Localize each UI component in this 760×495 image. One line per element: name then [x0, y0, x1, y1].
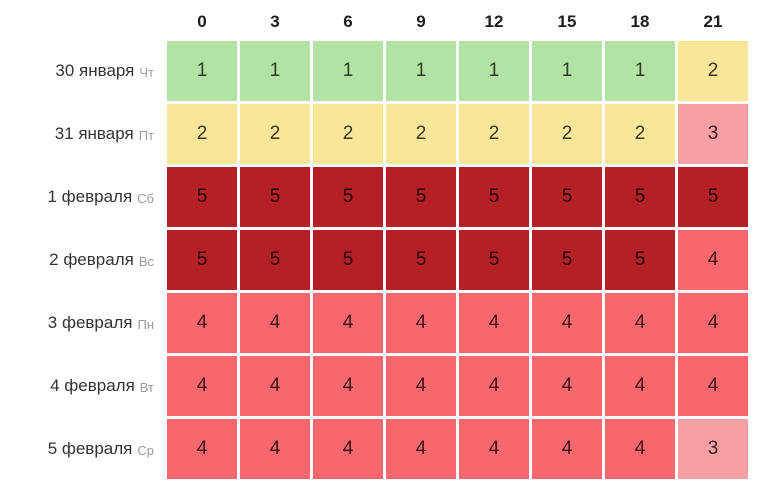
heatmap-cell: 4 [459, 419, 529, 479]
hour-header-label: 21 [703, 12, 723, 31]
heatmap-cell: 2 [386, 104, 456, 164]
date-label: 4 февраля [50, 376, 135, 395]
heatmap-cell: 1 [459, 41, 529, 101]
date-label: 2 февраля [49, 250, 134, 269]
weekday-label: Ср [137, 442, 154, 458]
heatmap-cell: 5 [240, 167, 310, 227]
heatmap-cell: 5 [313, 167, 383, 227]
heatmap-cell: 3 [678, 104, 748, 164]
hour-header-label: 18 [630, 12, 650, 31]
heatmap-cell: 4 [678, 230, 748, 290]
heatmap-cell: 5 [605, 230, 675, 290]
heatmap-cell: 4 [386, 419, 456, 479]
heatmap-cell: 1 [605, 41, 675, 101]
heatmap-cell: 1 [240, 41, 310, 101]
heatmap-cell: 3 [678, 419, 748, 479]
heatmap-cell: 5 [240, 230, 310, 290]
heatmap-cell: 4 [167, 419, 237, 479]
heatmap-cell: 1 [386, 41, 456, 101]
row-label: 31 января Пт [4, 104, 164, 164]
heatmap-cell: 5 [313, 230, 383, 290]
heatmap-cell: 2 [167, 104, 237, 164]
hour-header-label: 3 [270, 12, 280, 31]
date-label: 31 января [54, 124, 134, 143]
heatmap-cell: 4 [532, 419, 602, 479]
row-label: 1 февраля Сб [4, 167, 164, 227]
heatmap-cell: 5 [605, 167, 675, 227]
heatmap-cell: 2 [313, 104, 383, 164]
date-label: 30 января [55, 61, 135, 80]
heatmap-cell: 4 [532, 356, 602, 416]
header-spacer [4, 8, 164, 36]
hour-header-label: 15 [557, 12, 577, 31]
heatmap-body: 30 января Чт 1 1 1 1 1 1 1 2 31 января Пт 2 2 2 2 2 2 2 3 1 … [4, 41, 748, 479]
kp-heatmap-table: 0 3 6 9 12 15 18 21 30 января Чт 1 1 1 1 1 1 1 2 31 январ… [4, 8, 748, 479]
row-label: 3 февраля Пн [4, 293, 164, 353]
heatmap-cell: 2 [605, 104, 675, 164]
weekday-label: Вс [138, 253, 154, 269]
heatmap-cell: 4 [240, 419, 310, 479]
heatmap-cell: 1 [532, 41, 602, 101]
heatmap-row: 31 января Пт 2 2 2 2 2 2 2 3 [4, 104, 748, 164]
weekday-label: Сб [137, 190, 154, 206]
heatmap-row: 3 февраля Пн 4 4 4 4 4 4 4 4 [4, 293, 748, 353]
heatmap-cell: 5 [386, 230, 456, 290]
heatmap-cell: 4 [167, 293, 237, 353]
heatmap-cell: 5 [386, 167, 456, 227]
heatmap-cell: 4 [313, 356, 383, 416]
weekday-label: Вт [139, 379, 154, 395]
heatmap-cell: 5 [532, 230, 602, 290]
heatmap-cell: 2 [532, 104, 602, 164]
heatmap-cell: 4 [532, 293, 602, 353]
weekday-label: Пт [138, 127, 154, 143]
heatmap-cell: 5 [459, 230, 529, 290]
heatmap-row: 2 февраля Вс 5 5 5 5 5 5 5 4 [4, 230, 748, 290]
heatmap-cell: 1 [167, 41, 237, 101]
heatmap-row: 5 февраля Ср 4 4 4 4 4 4 4 3 [4, 419, 748, 479]
heatmap-cell: 1 [313, 41, 383, 101]
heatmap-cell: 4 [240, 356, 310, 416]
heatmap-cell: 5 [532, 167, 602, 227]
heatmap-cell: 4 [386, 293, 456, 353]
row-label: 30 января Чт [4, 41, 164, 101]
heatmap-cell: 2 [240, 104, 310, 164]
heatmap-row: 1 февраля Сб 5 5 5 5 5 5 5 5 [4, 167, 748, 227]
heatmap-cell: 4 [605, 356, 675, 416]
heatmap-cell: 4 [678, 356, 748, 416]
heatmap-cell: 4 [313, 419, 383, 479]
heatmap-cell: 5 [459, 167, 529, 227]
date-label: 1 февраля [47, 187, 133, 206]
date-label: 5 февраля [47, 439, 133, 458]
heatmap-cell: 4 [678, 293, 748, 353]
hour-header-label: 12 [484, 12, 504, 31]
heatmap-row: 30 января Чт 1 1 1 1 1 1 1 2 [4, 41, 748, 101]
heatmap-cell: 4 [459, 293, 529, 353]
weekday-label: Чт [139, 64, 154, 80]
heatmap-cell: 4 [386, 356, 456, 416]
row-label: 5 февраля Ср [4, 419, 164, 479]
hour-header-label: 9 [416, 12, 426, 31]
row-label: 2 февраля Вс [4, 230, 164, 290]
heatmap-cell: 4 [605, 293, 675, 353]
weekday-label: Пн [137, 316, 154, 332]
hour-header-label: 6 [343, 12, 353, 31]
date-label: 3 февраля [47, 313, 133, 332]
heatmap-cell: 5 [167, 230, 237, 290]
hour-header-label: 0 [197, 12, 207, 31]
heatmap-cell: 2 [678, 41, 748, 101]
heatmap-cell: 4 [167, 356, 237, 416]
heatmap-cell: 4 [313, 293, 383, 353]
heatmap-cell: 4 [459, 356, 529, 416]
heatmap-cell: 5 [678, 167, 748, 227]
heatmap-cell: 4 [605, 419, 675, 479]
heatmap-cell: 2 [459, 104, 529, 164]
heatmap-cell: 5 [167, 167, 237, 227]
heatmap-row: 4 февраля Вт 4 4 4 4 4 4 4 4 [4, 356, 748, 416]
row-label: 4 февраля Вт [4, 356, 164, 416]
hour-header-row: 0 3 6 9 12 15 18 21 [4, 8, 748, 36]
heatmap-cell: 4 [240, 293, 310, 353]
